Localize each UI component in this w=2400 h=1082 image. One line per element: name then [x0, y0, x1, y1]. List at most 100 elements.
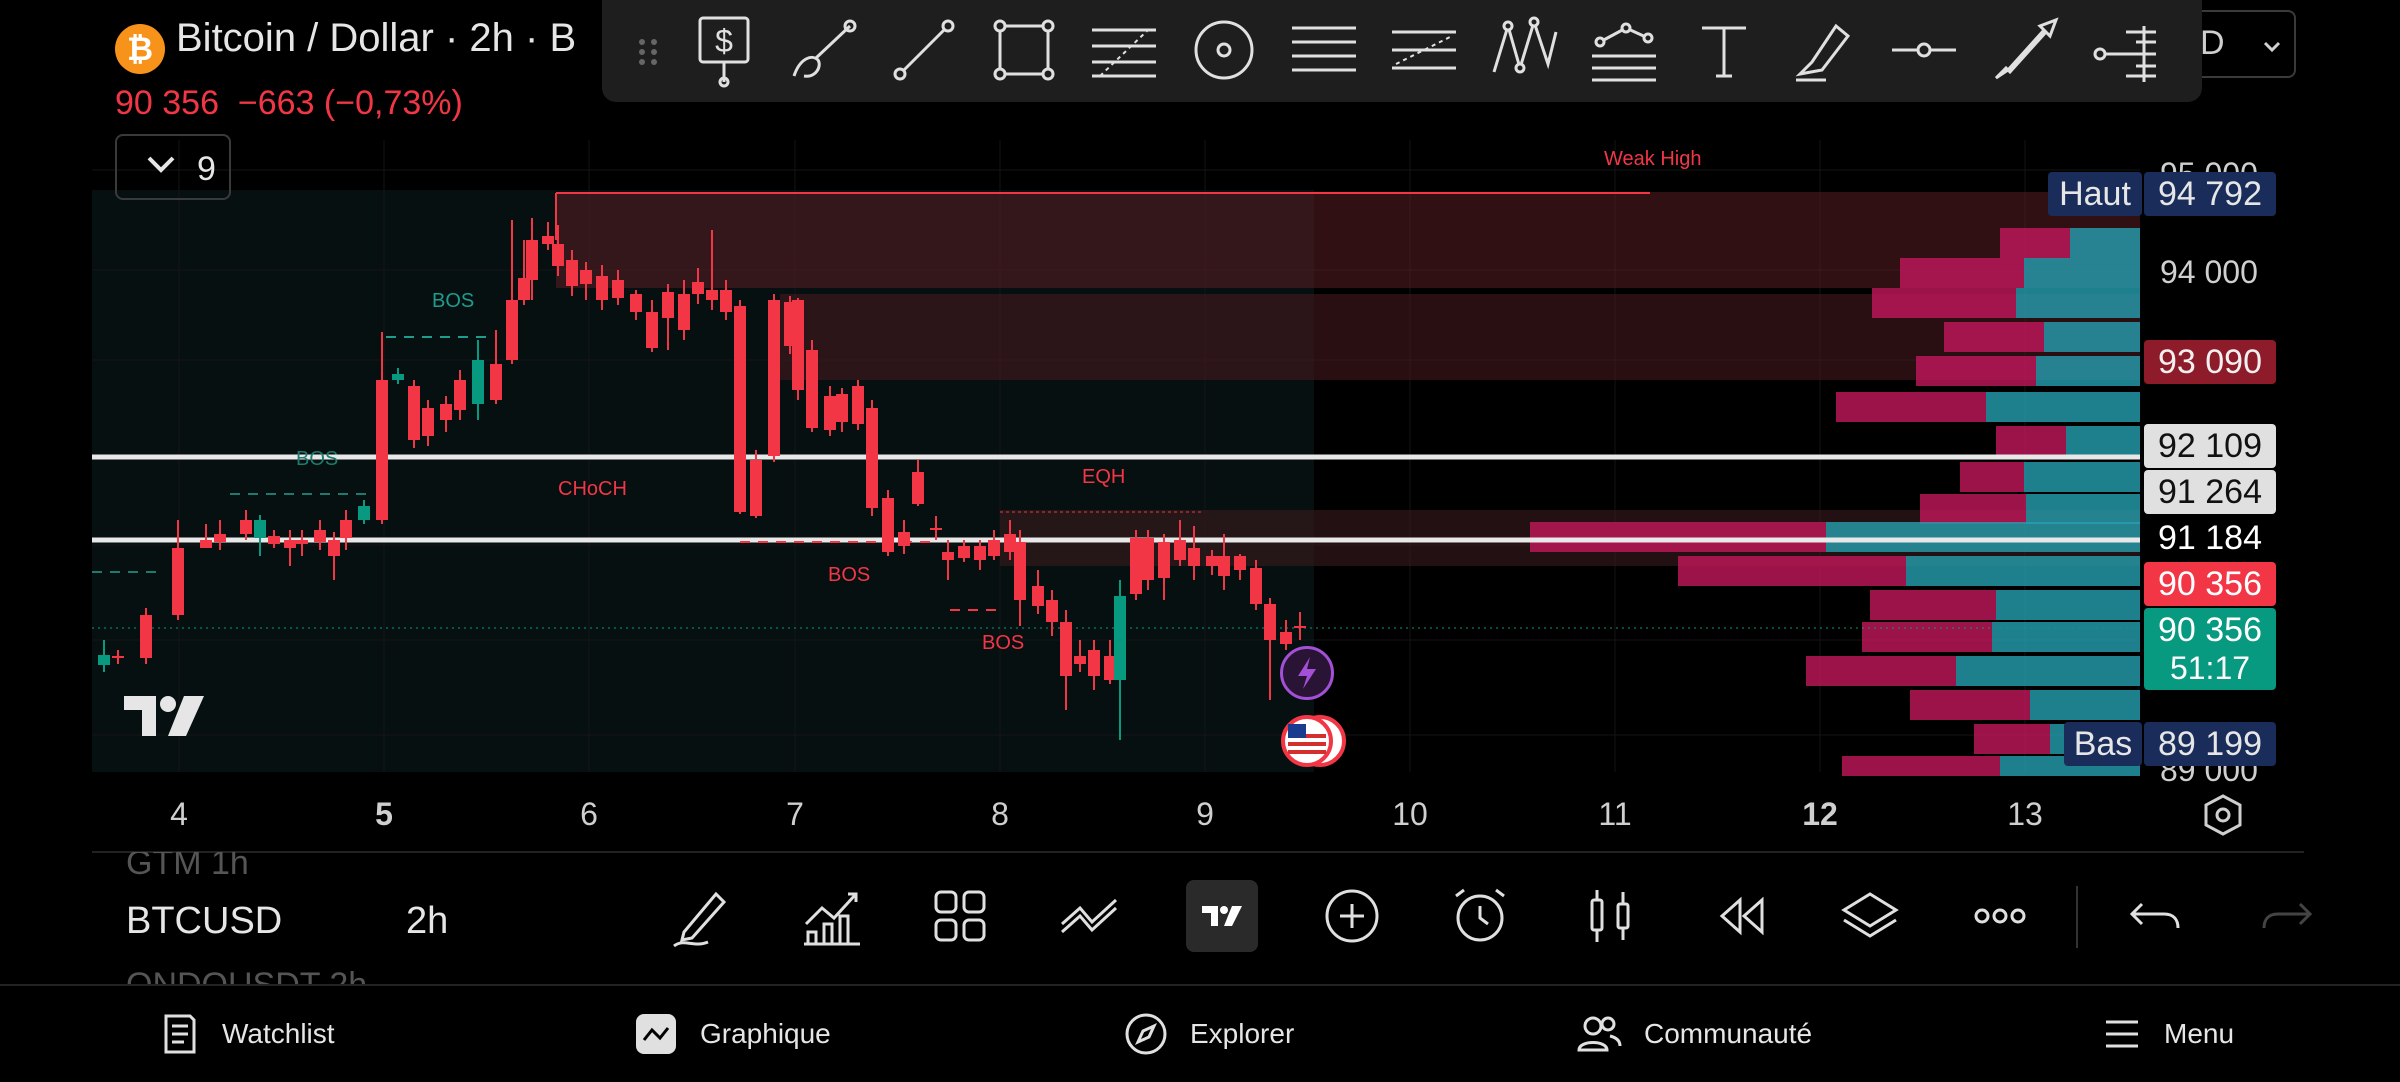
- volume-profile-bar: [2024, 462, 2140, 492]
- candle-body: [422, 408, 434, 436]
- bos-label: BOS: [432, 290, 475, 312]
- nav-chart[interactable]: Graphique: [634, 986, 831, 1082]
- volume-profile-bar: [1872, 288, 2016, 318]
- time-axis-label: 9: [1196, 796, 1214, 832]
- volume-profile-bar: [1862, 622, 1992, 652]
- candle-body: [988, 540, 1000, 556]
- weak-high-label: Weak High: [1604, 148, 1702, 170]
- trend-line-icon[interactable]: [886, 12, 962, 88]
- parallel-channel-icon[interactable]: [1286, 12, 1362, 88]
- bottom-navigation: Watchlist Graphique Explorer Communauté …: [0, 984, 2400, 1082]
- candle-body: [490, 364, 502, 400]
- us-economic-event-icon[interactable]: [1280, 714, 1354, 768]
- drag-handle-icon[interactable]: [612, 12, 657, 88]
- anchor-icon[interactable]: [2086, 12, 2162, 88]
- nav-menu[interactable]: Menu: [2102, 986, 2234, 1082]
- arrow-icon[interactable]: [1986, 12, 2062, 88]
- redo-icon[interactable]: [2250, 880, 2322, 952]
- tradingview-logo-icon[interactable]: [1186, 880, 1258, 952]
- symbol-title[interactable]: Bitcoin / Dollar · 2h · B: [176, 16, 577, 60]
- layers-icon[interactable]: [1834, 880, 1906, 952]
- volume-profile-bar: [2030, 690, 2140, 720]
- candle-body: [1104, 656, 1116, 680]
- watchlist-row-partial[interactable]: GTM 1h: [126, 852, 249, 882]
- volume-profile-bar: [1996, 426, 2066, 456]
- replay-icon[interactable]: [1704, 880, 1776, 952]
- watchlist-strip[interactable]: GTM 1h BTCUSD 2h ONDOUSDT 2h: [0, 852, 640, 984]
- nav-watchlist[interactable]: Watchlist: [160, 986, 335, 1082]
- price-change: −663 (−0,73%): [237, 84, 463, 122]
- brush-icon[interactable]: [786, 12, 862, 88]
- indicators-icon[interactable]: [796, 880, 868, 952]
- candle-body: [958, 546, 970, 558]
- nav-chart-label: Graphique: [700, 1018, 831, 1049]
- volume-profile-bar: [1836, 392, 1986, 422]
- candle-body: [1206, 556, 1218, 566]
- volume-profile-bar: [1678, 556, 1906, 586]
- volume-profile-bar: [2024, 258, 2140, 288]
- price-tag: 91 264: [2144, 470, 2276, 514]
- candle-body: [254, 520, 266, 538]
- candle-body: [852, 386, 864, 424]
- text-icon[interactable]: [1686, 12, 1762, 88]
- settings-icon[interactable]: [2200, 792, 2246, 843]
- volume-profile-bar: [1842, 756, 2000, 776]
- nav-explore[interactable]: Explorer: [1124, 986, 1294, 1082]
- pitchfork-icon[interactable]: [1386, 12, 1462, 88]
- candle-body: [1294, 626, 1306, 628]
- add-icon[interactable]: [1316, 880, 1388, 952]
- candle-body: [1060, 622, 1072, 676]
- volume-profile-bar: [1910, 690, 2030, 720]
- highlighter-icon[interactable]: [1786, 12, 1862, 88]
- candle-body: [706, 290, 718, 300]
- volume-profile-bar: [2044, 322, 2140, 352]
- nav-menu-label: Menu: [2164, 1018, 2235, 1049]
- candle-body: [268, 536, 280, 544]
- interval-selector[interactable]: D: [2188, 10, 2296, 78]
- volume-profile-bar: [1996, 590, 2140, 620]
- price-change-line: 90 356 −663 (−0,73%): [115, 84, 463, 123]
- chart-type-icon[interactable]: [1574, 880, 1646, 952]
- candle-body: [1114, 596, 1126, 680]
- indicators-toggle-button[interactable]: 9: [115, 134, 231, 200]
- gann-icon[interactable]: [1586, 12, 1662, 88]
- lightning-event-icon[interactable]: [1280, 646, 1334, 700]
- dollar-drawing-icon[interactable]: $: [686, 12, 762, 88]
- nav-watchlist-label: Watchlist: [222, 1018, 335, 1049]
- candle-body: [1264, 604, 1276, 640]
- alert-icon[interactable]: [1444, 880, 1516, 952]
- nav-community[interactable]: Communauté: [1576, 986, 1812, 1082]
- horizontal-ray-icon[interactable]: [1886, 12, 1962, 88]
- candle-body: [328, 540, 340, 556]
- candle-body: [1032, 586, 1044, 606]
- candle-body: [630, 294, 642, 312]
- candle-body: [552, 244, 564, 266]
- indicators-count: 9: [197, 150, 216, 188]
- volume-profile-bar: [2036, 356, 2140, 386]
- candle-body: [112, 656, 124, 658]
- fib-retracement-icon[interactable]: [1086, 12, 1162, 88]
- pencil-icon[interactable]: [664, 880, 736, 952]
- circle-icon[interactable]: [1186, 12, 1262, 88]
- candle-body: [542, 236, 554, 244]
- last-price: 90 356: [115, 84, 219, 122]
- time-axis-label: 4: [170, 796, 188, 832]
- volume-profile-bar: [1944, 322, 2044, 352]
- nav-community-label: Communauté: [1644, 1018, 1813, 1049]
- drawing-tools-icon[interactable]: [1054, 880, 1126, 952]
- volume-profile-bar: [1920, 494, 2026, 524]
- rectangle-icon[interactable]: [986, 12, 1062, 88]
- candle-body: [518, 278, 530, 300]
- candle-body: [1088, 650, 1100, 676]
- more-icon[interactable]: [1964, 880, 2036, 952]
- watchlist-symbol[interactable]: BTCUSD: [126, 900, 283, 942]
- eqh-label: EQH: [1082, 466, 1126, 488]
- pattern-icon[interactable]: [1486, 12, 1562, 88]
- watchlist-row-partial[interactable]: ONDOUSDT 2h: [126, 966, 367, 984]
- drawing-toolbar: $: [602, 0, 2202, 102]
- bos-label: BOS: [982, 632, 1025, 654]
- undo-icon[interactable]: [2120, 880, 2192, 952]
- tradingview-watermark-icon: [124, 692, 208, 745]
- layout-icon[interactable]: [924, 880, 996, 952]
